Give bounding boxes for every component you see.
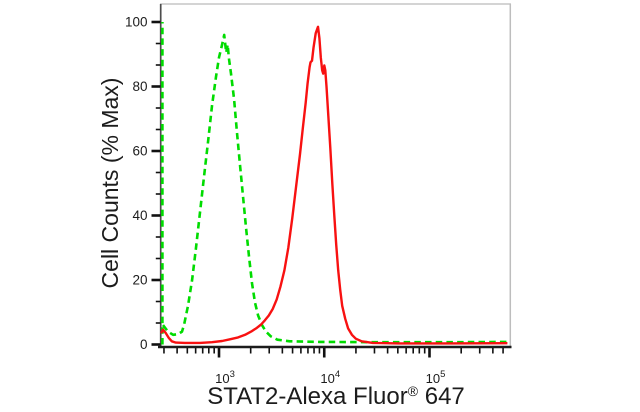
y-tick-label: 60: [132, 144, 147, 159]
histogram-curves: [160, 22, 510, 345]
y-tick-label: 40: [132, 208, 147, 223]
stat2-stained-curve: [160, 25, 508, 345]
y-tick-label: 100: [125, 15, 148, 30]
x-axis-title-main: STAT2-Alexa Fluor: [207, 383, 408, 410]
x-tick-label-part: 3: [230, 369, 235, 380]
plot-frame: [158, 3, 512, 349]
y-tick-label: 0: [140, 337, 148, 352]
x-axis-title-suffix: 647: [418, 383, 465, 410]
registered-trademark-symbol: ®: [408, 383, 419, 399]
x-tick-label-part: 10: [215, 371, 229, 386]
x-axis-title: STAT2-Alexa Fluor® 647: [207, 383, 465, 410]
x-tick-label-part: 10: [320, 371, 334, 386]
x-tick-label-part: 5: [440, 369, 445, 380]
x-tick-label-part: 4: [335, 369, 340, 380]
y-tick-label: 20: [132, 273, 147, 288]
x-tick-label: 105: [426, 369, 446, 386]
negative-control-curve: [161, 33, 510, 344]
x-tick-label: 103: [215, 369, 235, 386]
y-axis-title: Cell Counts (% Max): [97, 78, 123, 289]
axis-ticks: [151, 20, 504, 358]
x-tick-label: 104: [320, 369, 340, 386]
x-tick-label-part: 10: [426, 371, 440, 386]
y-tick-label: 80: [132, 79, 147, 94]
